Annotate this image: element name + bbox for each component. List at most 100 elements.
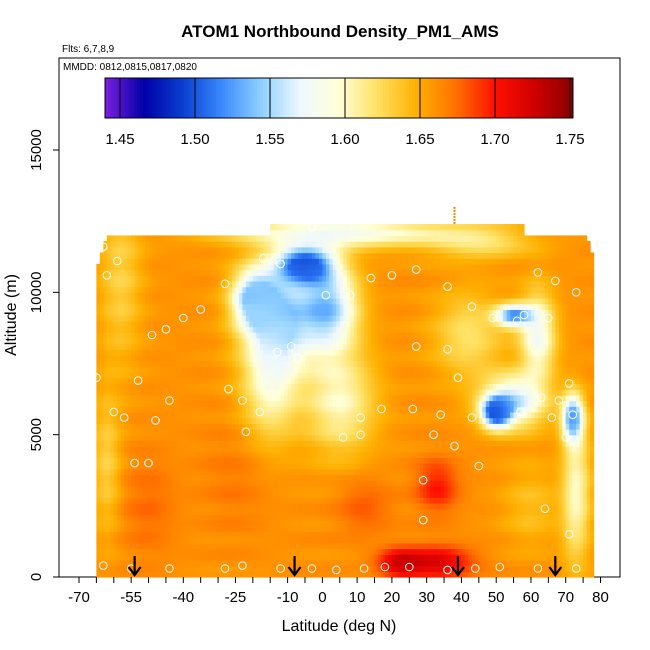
heat-cell: [590, 457, 595, 464]
heat-cell: [409, 389, 414, 396]
heat-cell: [211, 554, 216, 561]
heat-cell: [113, 525, 118, 533]
heat-cell: [304, 559, 310, 567]
heat-cell: [113, 428, 118, 436]
heat-cell: [350, 400, 355, 407]
heat-cell: [447, 423, 452, 430]
heat-cell: [277, 377, 282, 385]
heat-cell: [485, 514, 490, 521]
heat-cell: [211, 457, 216, 464]
heat-cell: [572, 383, 577, 390]
heat-cell: [524, 383, 529, 390]
heat-cell: [440, 446, 445, 453]
heat-cell: [242, 474, 247, 481]
heat-cell: [565, 531, 570, 538]
heat-cell: [332, 400, 337, 407]
heat-cell: [280, 548, 285, 555]
heat-cell: [544, 542, 549, 550]
heat-cell: [569, 502, 574, 510]
heat-cell: [513, 525, 518, 533]
heat-cell: [492, 400, 497, 407]
heat-cell: [169, 514, 174, 521]
heat-cell: [127, 451, 132, 459]
heat-cell: [120, 463, 125, 470]
heat-cell: [558, 446, 563, 453]
heat-cell: [325, 451, 330, 459]
heat-cell: [193, 446, 198, 453]
heat-cell: [565, 451, 570, 459]
heat-cell: [263, 423, 268, 430]
heat-cell: [454, 474, 459, 481]
heat-cell: [513, 428, 518, 436]
heat-cell: [506, 520, 511, 527]
heat-cell: [190, 423, 195, 430]
heat-cell: [506, 571, 511, 578]
heat-cell: [517, 491, 522, 498]
heat-cell: [377, 411, 383, 419]
heat-cell: [468, 497, 473, 504]
heat-cell: [576, 463, 581, 470]
heat-cell: [207, 463, 212, 470]
heat-cell: [346, 406, 351, 413]
heat-cell: [228, 514, 233, 521]
heat-cell: [252, 548, 257, 555]
heat-cell: [158, 474, 164, 481]
heat-cell: [440, 474, 445, 481]
heat-cell: [284, 377, 289, 385]
heat-cell: [266, 434, 271, 441]
heat-cell: [186, 525, 191, 533]
heat-cell: [231, 565, 237, 572]
heat-cell: [127, 383, 132, 390]
heat-cell: [496, 468, 501, 476]
heat-cell: [384, 394, 390, 402]
heat-cell: [423, 537, 428, 544]
heat-cell: [120, 428, 125, 436]
heat-cell: [350, 417, 355, 424]
heat-cell: [534, 383, 539, 390]
heat-cell: [277, 542, 282, 550]
heat-cell: [374, 497, 379, 504]
heat-cell: [583, 423, 588, 430]
heat-cell: [186, 514, 191, 521]
heat-cell: [357, 423, 362, 430]
heat-cell: [405, 389, 410, 396]
heat-cell: [339, 423, 344, 430]
heat-cell: [280, 400, 285, 407]
heat-cell: [464, 457, 469, 464]
heat-cell: [364, 468, 369, 476]
heat-cell: [555, 457, 560, 464]
heat-cell: [367, 548, 372, 555]
heat-cell: [231, 554, 237, 561]
heat-cell: [176, 525, 181, 533]
heat-cell: [311, 400, 317, 407]
heat-cell: [127, 491, 132, 498]
heat-cell: [517, 451, 522, 459]
heat-cell: [172, 389, 177, 396]
heat-cell: [350, 497, 355, 504]
heat-cell: [524, 514, 529, 521]
heat-cell: [457, 383, 463, 390]
heat-cell: [485, 508, 490, 515]
heat-cell: [339, 377, 344, 385]
heat-cell: [437, 411, 442, 419]
heat-cell: [475, 394, 480, 402]
heat-cell: [475, 411, 480, 419]
heat-cell: [489, 520, 494, 527]
heat-cell: [423, 377, 428, 385]
heat-cell: [225, 571, 230, 578]
heat-cell: [266, 377, 271, 385]
heat-cell: [325, 389, 330, 396]
heat-cell: [520, 383, 525, 390]
heat-cell: [99, 571, 104, 578]
heat-cell: [273, 548, 278, 555]
heat-cell: [204, 394, 209, 402]
heat-cell: [145, 457, 150, 464]
heat-cell: [256, 497, 261, 504]
heat-cell: [190, 531, 195, 538]
heat-cell: [245, 411, 250, 419]
heat-cell: [245, 565, 250, 572]
heat-cell: [259, 440, 264, 447]
heat-cell: [364, 480, 369, 487]
heat-cell: [496, 514, 501, 521]
heat-cell: [524, 491, 529, 498]
